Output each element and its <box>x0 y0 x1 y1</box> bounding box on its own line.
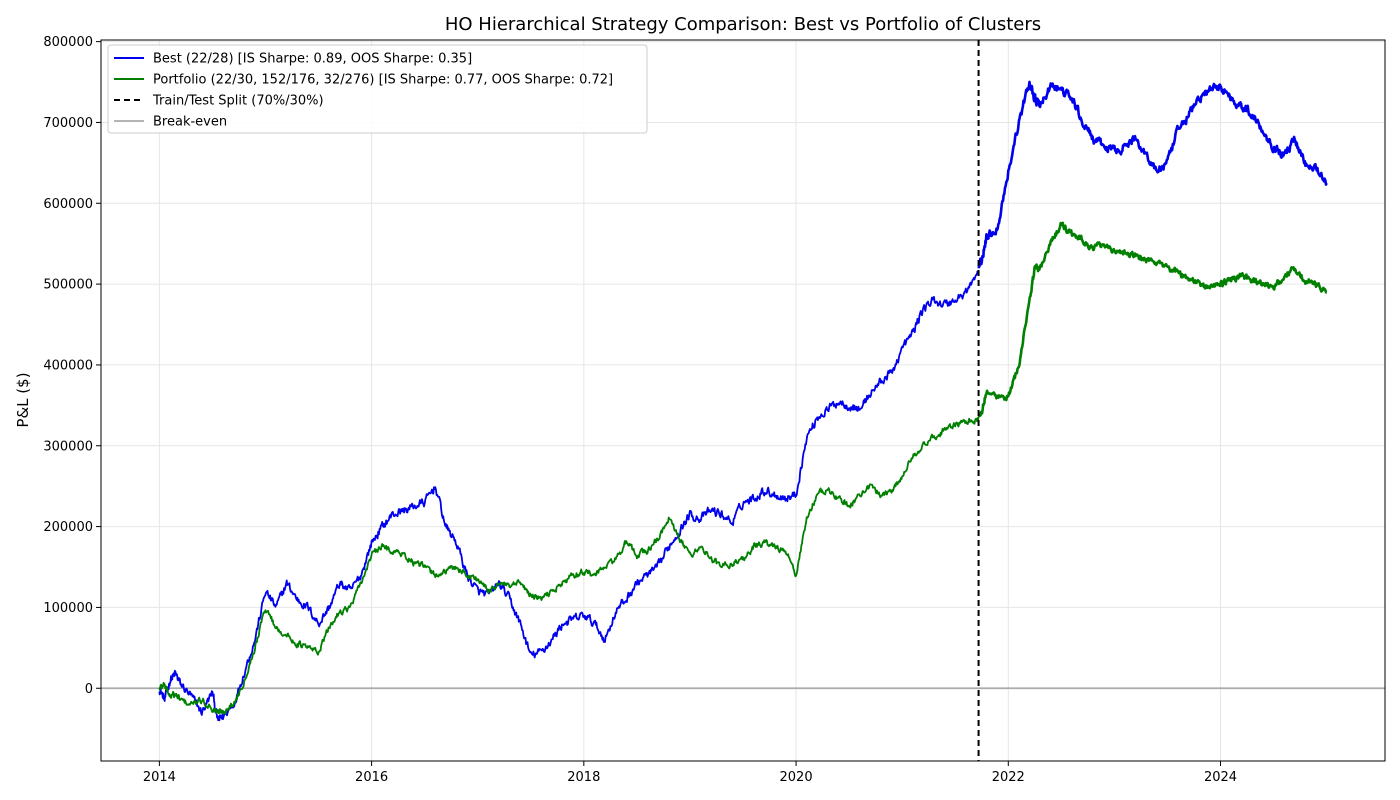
legend-label-portfolio: Portfolio (22/30, 152/176, 32/276) [IS S… <box>153 73 613 88</box>
plot-layer <box>101 40 1385 761</box>
legend-box <box>107 44 648 134</box>
legend: Best (22/28) [IS Sharpe: 0.89, OOS Sharp… <box>107 44 648 134</box>
y-axis-label: P&L ($) <box>14 372 32 427</box>
best-series-line-in-sample <box>158 270 980 722</box>
y-tick-label: 200000 <box>43 520 93 535</box>
y-tick-label: 0 <box>85 682 93 697</box>
portfolio-series-line-out-of-sample <box>977 221 1328 418</box>
plot-frame <box>100 39 1386 762</box>
y-tick-label: 400000 <box>43 358 93 373</box>
x-tick-label: 2016 <box>355 770 388 785</box>
ticks-layer: 2014 2016 2018 2020 2022 2024 0 100000 200000 300… <box>43 35 1237 785</box>
x-tick-label: 2020 <box>780 770 813 785</box>
x-tick-label: 2024 <box>1204 770 1237 785</box>
chart-title: HO Hierarchical Strategy Comparison: Bes… <box>445 14 1041 35</box>
y-tick-label: 500000 <box>43 278 93 293</box>
portfolio-series-line-in-sample <box>158 417 980 715</box>
best-series-line-out-of-sample <box>977 80 1328 269</box>
grid-layer <box>101 40 1385 761</box>
x-tick-label: 2014 <box>143 770 176 785</box>
x-tick-label: 2022 <box>992 770 1025 785</box>
x-tick-label: 2018 <box>567 770 600 785</box>
legend-label-break_even: Break-even <box>153 115 227 130</box>
legend-label-best: Best (22/28) [IS Sharpe: 0.89, OOS Sharp… <box>153 52 472 67</box>
y-tick-label: 600000 <box>43 197 93 212</box>
y-tick-label: 800000 <box>43 35 93 50</box>
legend-label-split: Train/Test Split (70%/30%) <box>152 94 324 109</box>
y-tick-label: 300000 <box>43 439 93 454</box>
y-tick-label: 100000 <box>43 601 93 616</box>
y-tick-label: 700000 <box>43 116 93 131</box>
